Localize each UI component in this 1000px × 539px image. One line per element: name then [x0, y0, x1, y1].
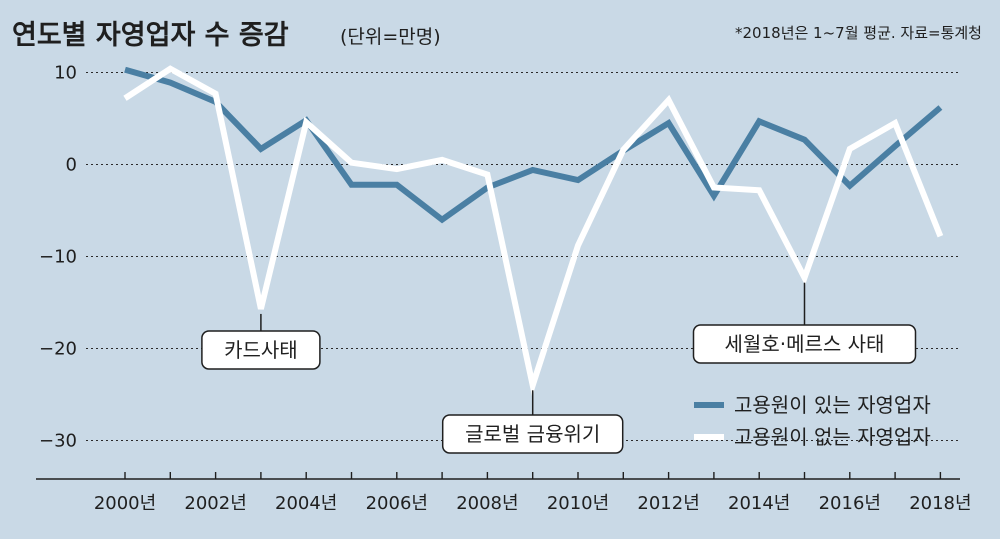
y-tick-label: −20: [39, 339, 77, 360]
annotation-box: [441, 414, 624, 454]
annotation-box: [201, 330, 321, 370]
x-tick-label: 2010년: [547, 493, 609, 514]
y-tick-label: −10: [39, 247, 77, 268]
x-tick-label: 2018년: [909, 493, 971, 514]
chart-title: 연도별 자영업자 수 증감: [12, 20, 289, 51]
x-tick-label: 2016년: [819, 493, 881, 514]
gridlines: [86, 72, 960, 441]
y-tick-label: 0: [66, 155, 77, 176]
x-tick-label: 2004년: [275, 493, 337, 514]
annotation-label: 세월호·메르스 사태: [725, 332, 885, 356]
x-tick-label: 2000년: [94, 493, 156, 514]
legend-label: 고용원이 있는 자영업자: [734, 393, 931, 417]
y-tick-label: 10: [54, 63, 77, 84]
y-axis-ticks: 10 0 −10 −20 −30: [39, 63, 77, 452]
series-line-without-employees: [123, 65, 944, 397]
chart-unit: (단위=만명): [340, 26, 441, 48]
y-tick-label: −30: [39, 431, 77, 452]
x-tick-label: 2014년: [728, 493, 790, 514]
annotation-label: 카드사태: [224, 338, 298, 362]
x-tick-label: 2002년: [184, 493, 246, 514]
annotation-label: 글로벌 금융위기: [465, 422, 600, 446]
legend-label: 고용원이 없는 자영업자: [734, 425, 931, 449]
chart-note: *2018년은 1~7월 평균. 자료=통계청: [735, 24, 982, 42]
x-axis: 2000년 2002년 2004년 2006년 2008년 2010년 2012년 2014년…: [36, 472, 972, 514]
series-line-with-employees: [124, 66, 943, 224]
series-lines: [123, 65, 944, 397]
x-tick-label: 2012년: [637, 493, 699, 514]
x-tick-label: 2006년: [366, 493, 428, 514]
x-tick-label: 2008년: [456, 493, 518, 514]
annotation-box: [692, 324, 917, 364]
